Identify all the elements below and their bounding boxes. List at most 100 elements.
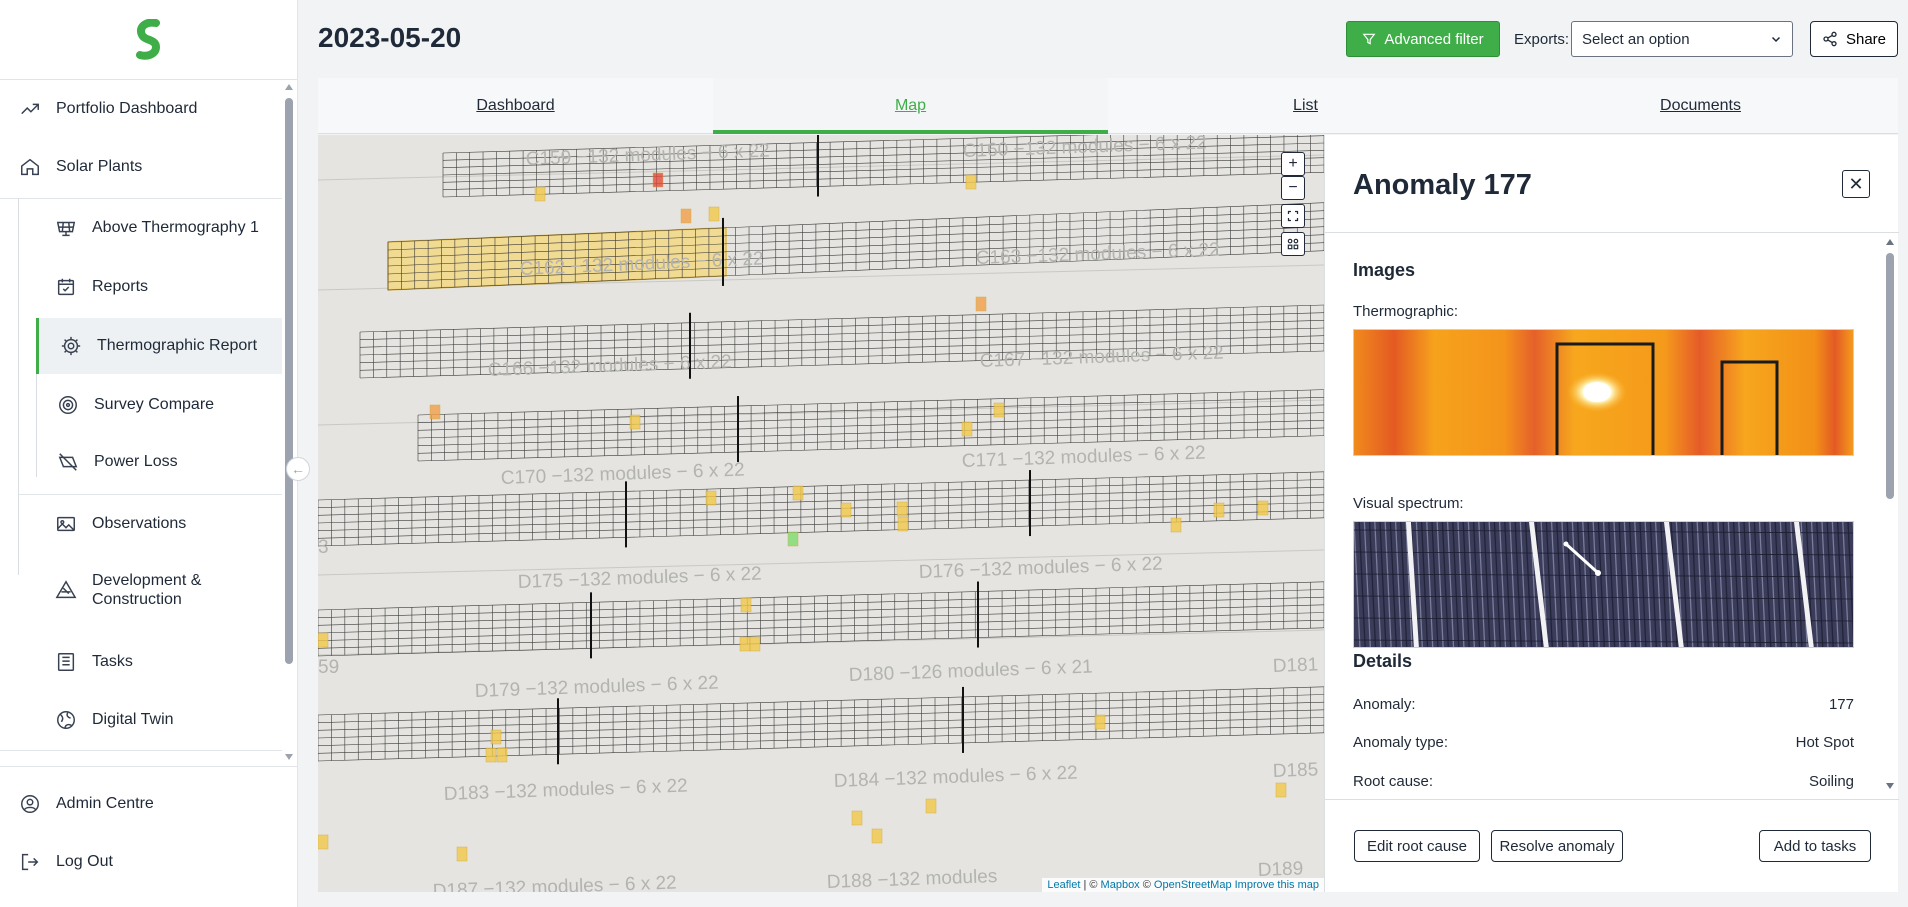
exports-select[interactable]: Select an option — [1571, 21, 1793, 57]
map-attribution: Leaflet | © Mapbox © OpenStreetMap Impro… — [1042, 878, 1324, 892]
thermographic-label: Thermographic: — [1353, 303, 1459, 320]
map-view[interactable]: C159 −132 modules − 6 x 22 C160 −132 modu… — [318, 135, 1324, 892]
resolve-anomaly-button[interactable]: Resolve anomaly — [1491, 830, 1623, 862]
sidebar-item-label: Solar Plants — [56, 158, 143, 175]
detail-label-anomaly: Anomaly: — [1353, 696, 1416, 713]
sidebar-item-label: Admin Centre — [56, 795, 154, 812]
attribution-separator: © — [1139, 879, 1154, 891]
layers-button[interactable] — [1281, 232, 1305, 256]
sidebar-item-log-out[interactable]: Log Out — [0, 834, 282, 890]
sidebar-scrollbar[interactable] — [284, 84, 294, 760]
map-row-label: D175 −132 modules − 6 x 22 — [517, 563, 762, 593]
scroll-up-arrow-icon[interactable] — [1886, 239, 1894, 245]
detail-value-root-cause: Soiling — [1808, 773, 1854, 790]
sidebar-collapse-button[interactable]: ← — [286, 457, 310, 481]
sidebar-item-development-construction[interactable]: Development & Construction — [18, 560, 282, 620]
map-row-label: D188 −132 modules — [826, 866, 997, 892]
zoom-out-button[interactable]: − — [1281, 176, 1305, 200]
map-row-label: D179 −132 modules − 6 x 22 — [474, 672, 719, 702]
sidebar-item-tasks[interactable]: Tasks — [18, 634, 282, 690]
share-label: Share — [1845, 30, 1887, 48]
sidebar-item-power-loss[interactable]: Power Loss — [36, 434, 282, 490]
thermographic-image[interactable] — [1353, 329, 1854, 456]
details-section-title: Details — [1353, 651, 1413, 671]
close-panel-button[interactable]: ✕ — [1842, 170, 1870, 198]
sidebar-item-admin-centre[interactable]: Admin Centre — [0, 776, 282, 832]
sidebar-item-label: Digital Twin — [92, 711, 174, 728]
detail-value-anomaly-type: Hot Spot — [1795, 734, 1854, 751]
panel-scrollbar[interactable] — [1885, 239, 1895, 789]
map-row-label: D180 −126 modules − 6 x 21 — [848, 656, 1093, 686]
osm-link[interactable]: OpenStreetMap — [1153, 879, 1232, 891]
sidebar-item-solar-plants[interactable]: Solar Plants — [0, 139, 282, 195]
scroll-up-arrow-icon[interactable] — [285, 84, 293, 90]
sidebar-item-label: Portfolio Dashboard — [56, 100, 198, 117]
tasks-icon — [54, 650, 78, 674]
map-row-label: C166 −132 modules − 6 x 22 — [487, 351, 732, 381]
scrollbar-thumb[interactable] — [1886, 253, 1894, 499]
sidebar-item-above-thermography[interactable]: Above Thermography 1 — [18, 200, 282, 256]
map-row-label: C171 −132 modules − 6 x 22 — [961, 442, 1206, 472]
sidebar-item-label: Thermographic Report — [97, 337, 258, 354]
fullscreen-button[interactable] — [1281, 204, 1305, 228]
sidebar-item-digital-twin[interactable]: Digital Twin — [18, 692, 282, 748]
visual-spectrum-image[interactable] — [1353, 521, 1854, 648]
scroll-down-arrow-icon[interactable] — [1886, 783, 1894, 789]
map-row-label: D184 −132 modules − 6 x 22 — [833, 762, 1078, 792]
scrollbar-thumb[interactable] — [285, 98, 293, 664]
advanced-filter-label: Advanced filter — [1384, 30, 1484, 48]
anomaly-title: Anomaly 177 — [1353, 169, 1532, 201]
logout-icon — [18, 850, 42, 874]
sidebar-item-reports[interactable]: Reports — [18, 259, 282, 315]
logo-area[interactable] — [0, 0, 297, 80]
fullscreen-icon — [1287, 210, 1299, 222]
advanced-filter-button[interactable]: Advanced filter — [1346, 21, 1500, 57]
detail-value-anomaly: 177 — [1828, 696, 1854, 713]
leaflet-link[interactable]: Leaflet — [1047, 879, 1081, 891]
image-icon — [54, 512, 78, 536]
solar-panel-icon — [54, 216, 78, 240]
sidebar-item-portfolio-dashboard[interactable]: Portfolio Dashboard — [0, 81, 282, 137]
tab-documents[interactable]: Documents — [1660, 96, 1741, 114]
edit-root-cause-button[interactable]: Edit root cause — [1354, 830, 1480, 862]
scroll-down-arrow-icon[interactable] — [285, 754, 293, 760]
sidebar-item-label: Reports — [92, 278, 149, 295]
exports-selected-value: Select an option — [1582, 30, 1690, 48]
detail-label-anomaly-type: Anomaly type: — [1353, 734, 1449, 751]
sidebar-item-observations[interactable]: Observations — [18, 496, 282, 552]
map-row-label: D176 −132 modules − 6 x 22 — [918, 553, 1163, 583]
add-to-tasks-button[interactable]: Add to tasks — [1759, 830, 1871, 862]
calendar-check-icon — [54, 275, 78, 299]
share-button[interactable]: Share — [1810, 21, 1898, 57]
zoom-in-button[interactable]: + — [1281, 152, 1305, 176]
map-row-label: D183 −132 modules − 6 x 22 — [443, 775, 688, 805]
gear-icon — [59, 334, 83, 358]
sidebar-item-thermographic-report[interactable]: Thermographic Report — [36, 318, 282, 374]
power-loss-icon — [56, 450, 80, 474]
sidebar: Portfolio Dashboard Solar Plants Above T… — [0, 0, 298, 907]
improve-map-link[interactable]: Improve this map — [1234, 879, 1319, 891]
panel-actions: Edit root cause Resolve anomaly Add to t… — [1325, 799, 1899, 892]
anomaly-detail-panel: Anomaly 177 ✕ Images Thermographic: — [1324, 135, 1899, 892]
sidebar-item-label: Power Loss — [94, 453, 178, 470]
app-logo[interactable] — [134, 18, 164, 61]
tab-dashboard[interactable]: Dashboard — [476, 96, 555, 114]
construction-icon — [54, 578, 78, 602]
page-title: 2023-05-20 — [318, 22, 462, 53]
sidebar-item-label: Observations — [92, 515, 187, 532]
exports-label: Exports: — [1514, 31, 1570, 48]
tab-map[interactable]: Map — [713, 78, 1108, 134]
sidebar-item-label: Above Thermography 1 — [92, 219, 259, 236]
sidebar-item-survey-compare[interactable]: Survey Compare — [36, 377, 282, 433]
sidebar-item-label: Survey Compare — [94, 396, 215, 413]
close-icon: ✕ — [1848, 173, 1864, 194]
map-row-label: 3 — [318, 537, 329, 558]
mapbox-link[interactable]: Mapbox — [1100, 879, 1140, 891]
map-canvas[interactable]: C159 −132 modules − 6 x 22 C160 −132 modu… — [318, 135, 1324, 892]
share-icon — [1823, 31, 1837, 47]
attribution-separator: | © — [1080, 879, 1101, 891]
map-row-label: C170 −132 modules − 6 x 22 — [500, 459, 745, 489]
sidebar-item-label: Development & Construction — [92, 572, 202, 608]
sidebar-item-label: Tasks — [92, 653, 133, 670]
tab-list[interactable]: List — [1293, 96, 1318, 114]
